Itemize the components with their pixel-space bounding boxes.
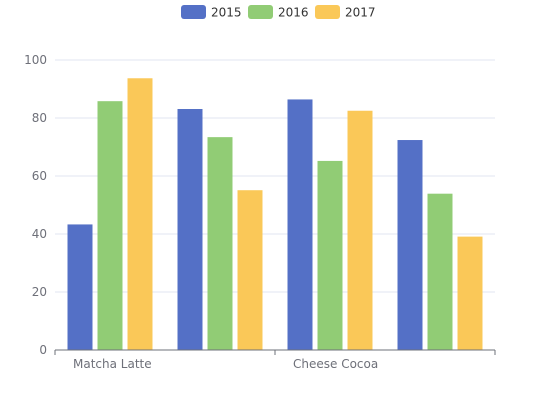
legend: 2015 2016 2017 <box>181 5 376 20</box>
bar-2016-cheese-cocoa[interactable] <box>317 160 343 350</box>
x-axis: Matcha Latte Cheese Cocoa <box>54 349 496 371</box>
y-axis: 0 20 40 60 80 100 <box>24 53 47 357</box>
bar-2016-matcha-latte[interactable] <box>97 101 123 351</box>
bar-2015-matcha-latte[interactable] <box>67 224 93 350</box>
legend-swatch-2016[interactable] <box>248 5 273 19</box>
legend-swatch-2015[interactable] <box>181 5 206 19</box>
bar-2017-milk-tea[interactable] <box>237 190 263 350</box>
y-tick-label: 40 <box>32 227 47 241</box>
legend-label-2016[interactable]: 2016 <box>278 6 309 20</box>
legend-label-2015[interactable]: 2015 <box>211 6 242 20</box>
y-tick-label: 0 <box>39 343 47 357</box>
x-tick-label: Cheese Cocoa <box>293 357 378 371</box>
y-tick-label: 100 <box>24 53 47 67</box>
bar-2017-matcha-latte[interactable] <box>127 78 153 351</box>
bar-2016-walnut-brownie[interactable] <box>427 193 453 350</box>
bars <box>67 78 483 351</box>
y-tick-label: 60 <box>32 169 47 183</box>
bar-2017-cheese-cocoa[interactable] <box>347 110 373 350</box>
bar-2017-walnut-brownie[interactable] <box>457 236 483 350</box>
bar-2015-walnut-brownie[interactable] <box>397 140 423 350</box>
y-tick-label: 80 <box>32 111 47 125</box>
y-tick-label: 20 <box>32 285 47 299</box>
bar-2015-milk-tea[interactable] <box>177 109 203 350</box>
bar-2015-cheese-cocoa[interactable] <box>287 99 313 350</box>
legend-label-2017[interactable]: 2017 <box>345 6 376 20</box>
bar-2016-milk-tea[interactable] <box>207 137 233 350</box>
x-tick-label: Matcha Latte <box>73 357 152 371</box>
legend-swatch-2017[interactable] <box>315 5 340 19</box>
